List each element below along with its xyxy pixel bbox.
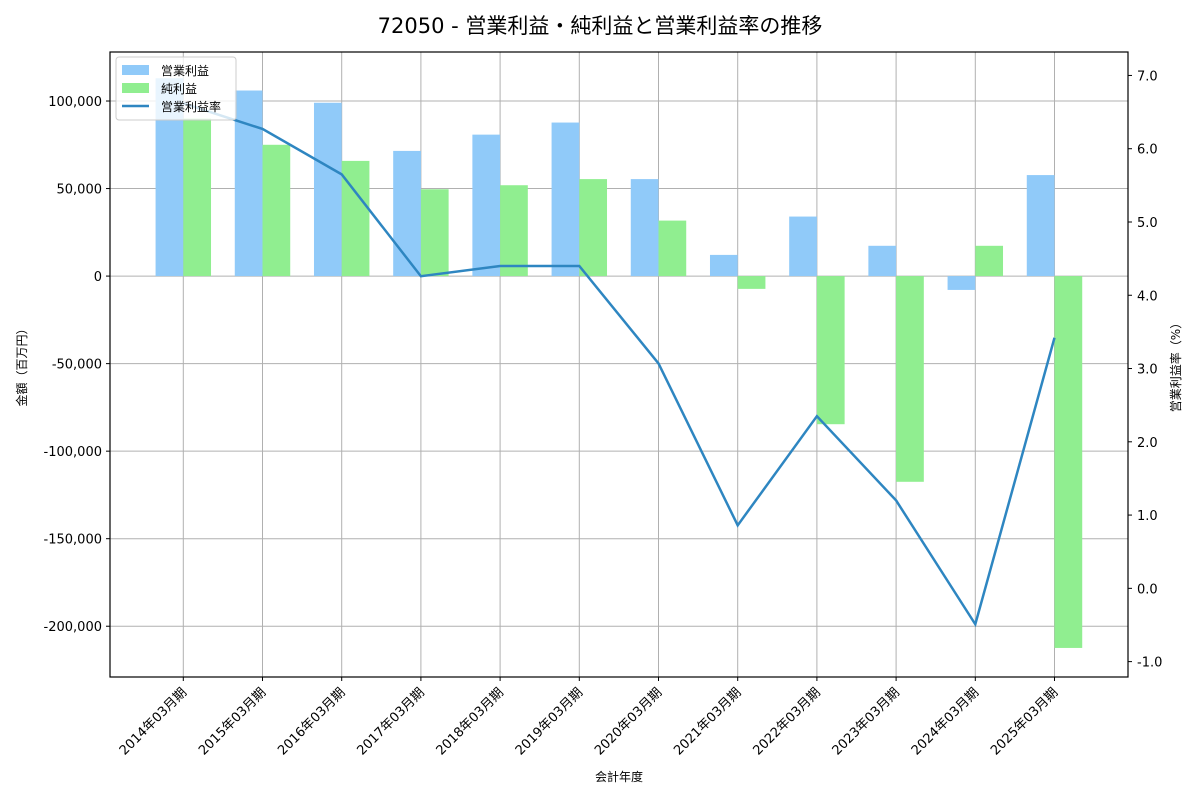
net-profit-bar bbox=[500, 185, 528, 277]
y2-tick-label: 2.0 bbox=[1137, 436, 1158, 451]
operating-profit-bar bbox=[947, 276, 976, 290]
bars bbox=[155, 78, 1083, 648]
y2-tick-label: 6.0 bbox=[1137, 143, 1158, 158]
x-tick-label: 2025年03月期 bbox=[988, 685, 1061, 758]
operating-profit-bar bbox=[551, 122, 580, 277]
y2-tick-label: 5.0 bbox=[1137, 216, 1158, 231]
x-tick-label: 2021年03月期 bbox=[671, 685, 744, 758]
legend-label: 営業利益率 bbox=[161, 99, 221, 114]
operating-profit-bar bbox=[393, 150, 421, 277]
net-profit-bar bbox=[975, 245, 1004, 277]
y-tick-label: 100,000 bbox=[48, 95, 102, 110]
right-axis: -1.0 0.0 1.0 2.0 3.0 4.0 5.0 6.0 7.0 bbox=[1128, 69, 1162, 671]
x-axis-label: 会計年度 bbox=[595, 769, 643, 784]
plot-frame bbox=[109, 51, 1129, 678]
y-axis-label: 金額（百万円） bbox=[14, 322, 29, 406]
x-tick-label: 2019年03月期 bbox=[513, 685, 586, 758]
operating-profit-bar bbox=[313, 102, 342, 277]
net-profit-bar bbox=[579, 179, 608, 277]
net-profit-bar bbox=[183, 118, 212, 277]
legend-swatch bbox=[122, 65, 149, 75]
net-profit-bar bbox=[816, 276, 845, 425]
legend-label: 純利益 bbox=[161, 82, 197, 96]
y2-axis-label: 営業利益率（%） bbox=[1168, 317, 1183, 412]
operating-profit-bar bbox=[472, 134, 501, 277]
net-profit-bar bbox=[896, 276, 924, 482]
net-profit-bar bbox=[658, 220, 687, 277]
x-tick-label: 2020年03月期 bbox=[592, 685, 665, 758]
net-profit-bar bbox=[262, 144, 291, 277]
y2-tick-label: 7.0 bbox=[1137, 69, 1158, 84]
legend-label: 営業利益 bbox=[161, 64, 209, 78]
operating-margin-line bbox=[182, 102, 1056, 628]
y-tick-label: 50,000 bbox=[57, 183, 103, 198]
chart-title: 72050 - 営業利益・純利益と営業利益率の推移 bbox=[377, 14, 823, 38]
y2-tick-label: 0.0 bbox=[1137, 582, 1158, 597]
operating-profit-bar bbox=[630, 179, 659, 277]
operating-profit-bar bbox=[709, 254, 738, 277]
y2-tick-label: 1.0 bbox=[1137, 509, 1158, 524]
operating-profit-bar bbox=[1026, 175, 1055, 277]
operating-profit-bar bbox=[868, 245, 897, 277]
legend-swatch bbox=[122, 83, 149, 93]
left-axis: -200,000 -150,000 -100,000 -50,000 0 50,000 10… bbox=[44, 95, 110, 635]
y-tick-label: 0 bbox=[94, 270, 102, 285]
y-tick-label: -200,000 bbox=[44, 620, 102, 635]
net-profit-bar bbox=[737, 276, 766, 289]
x-tick-label: 2016年03月期 bbox=[275, 685, 348, 758]
operating-profit-bar bbox=[789, 216, 817, 277]
operating-profit-bar bbox=[234, 90, 263, 277]
y-tick-label: -100,000 bbox=[44, 445, 102, 460]
x-tick-label: 2024年03月期 bbox=[909, 685, 982, 758]
x-tick-label: 2015年03月期 bbox=[196, 685, 269, 758]
x-axis: 2014年03月期 2015年03月期 2016年03月期 2017年03月期 2018… bbox=[117, 677, 1061, 759]
x-tick-label: 2017年03月期 bbox=[354, 685, 427, 758]
net-profit-bar bbox=[420, 189, 449, 277]
x-tick-label: 2014年03月期 bbox=[117, 685, 190, 758]
net-profit-bar bbox=[1054, 276, 1083, 648]
y2-tick-label: -1.0 bbox=[1137, 656, 1162, 671]
x-tick-label: 2022年03月期 bbox=[750, 685, 823, 758]
x-tick-label: 2018年03月期 bbox=[434, 685, 507, 758]
y-tick-label: -50,000 bbox=[52, 358, 102, 373]
x-tick-label: 2023年03月期 bbox=[830, 685, 903, 758]
y-tick-label: -150,000 bbox=[44, 533, 102, 548]
y2-tick-label: 4.0 bbox=[1137, 289, 1158, 304]
y2-tick-label: 3.0 bbox=[1137, 363, 1158, 378]
